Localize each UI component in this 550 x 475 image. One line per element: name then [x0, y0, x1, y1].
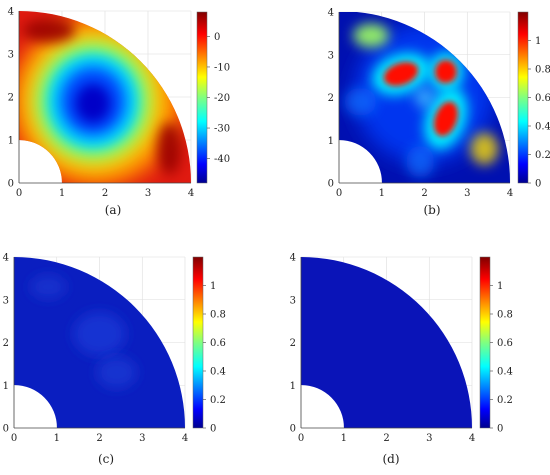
- colorbar-tick-label: 0.2: [210, 395, 226, 406]
- x-tick-label: 1: [379, 188, 385, 199]
- colorbar-tick-label: -30: [214, 124, 230, 135]
- colorbar-tick-label: 1: [497, 281, 503, 292]
- panel-caption: (a): [105, 203, 122, 217]
- y-tick-label: 1: [8, 136, 14, 147]
- colorbar-tick-label: -10: [214, 62, 230, 73]
- y-tick-label: 1: [290, 381, 296, 392]
- field-base: [301, 257, 472, 428]
- field-blob: [414, 87, 435, 108]
- colorbar-gradient: [479, 256, 491, 429]
- field-blob: [157, 122, 182, 175]
- field-blob: [383, 61, 419, 87]
- y-tick-label: 2: [8, 93, 14, 104]
- y-tick-label: 0: [8, 179, 14, 190]
- panel-caption: (b): [423, 203, 440, 217]
- x-tick-label: 2: [383, 433, 389, 444]
- colorbar-tick-label: 0.6: [497, 338, 513, 349]
- colorbar-tick-label: 0.6: [535, 93, 550, 104]
- field-blob: [96, 356, 137, 389]
- y-tick-label: 0: [328, 179, 334, 190]
- colorbar-tick-label: 0.2: [535, 150, 550, 161]
- colorbar: 1 0.8 0.6 0.4 0.2 0: [517, 11, 550, 190]
- colorbar-tick-label: 0: [214, 32, 220, 43]
- y-tick-label: 4: [328, 8, 334, 19]
- y-tick-label: 3: [3, 295, 9, 306]
- x-tick-label: 4: [469, 433, 475, 444]
- field-blob: [30, 274, 67, 299]
- colorbar-tick-label: -40: [214, 154, 230, 165]
- x-tick-label: 0: [16, 188, 22, 199]
- field-blob: [433, 101, 458, 137]
- y-tick-label: 1: [3, 381, 9, 392]
- y-tick-label: 2: [328, 93, 334, 104]
- panel-b: 0 1 2 3 4 1 2 3 4 0 1 0.8 0.6 0.4 0.2 0 (b): [328, 8, 550, 218]
- y-tick-label: 2: [3, 338, 9, 349]
- colorbar-tick-label: 0.6: [210, 338, 226, 349]
- y-tick-label: 1: [328, 136, 334, 147]
- colorbar-gradient: [517, 11, 529, 184]
- x-tick-label: 3: [139, 433, 145, 444]
- colorbar-tick-label: 0.4: [210, 367, 226, 378]
- field-blob: [406, 145, 435, 178]
- y-tick-label: 0: [3, 424, 9, 435]
- y-tick-label: 4: [290, 253, 296, 264]
- colorbar-tick-label: 0.4: [535, 122, 550, 133]
- x-tick-label: 4: [182, 433, 188, 444]
- colorbar-tick-label: 0.8: [497, 310, 513, 321]
- x-tick-label: 0: [11, 433, 17, 444]
- panel-caption: (d): [382, 452, 399, 466]
- field-blob: [353, 23, 390, 48]
- field-blob: [470, 132, 499, 165]
- x-tick-label: 1: [54, 433, 60, 444]
- field-blob: [74, 83, 111, 124]
- x-tick-label: 3: [464, 188, 470, 199]
- panel-caption: (c): [98, 452, 114, 466]
- y-tick-label: 2: [290, 338, 296, 349]
- colormap-field: [301, 257, 472, 428]
- y-tick-label: 3: [290, 295, 296, 306]
- x-tick-label: 2: [421, 188, 427, 199]
- field-blob: [344, 87, 377, 116]
- colorbar: 0 -10 -20 -30 -40: [196, 11, 230, 184]
- panel-d: 0 1 2 3 4 1 2 3 4 0 1 0.8 0.6 0.4 0.2 0 (d): [290, 253, 513, 467]
- colorbar: 1 0.8 0.6 0.4 0.2 0: [479, 256, 513, 435]
- field-blob: [73, 311, 126, 356]
- colorbar-tick-label: 0: [497, 424, 503, 435]
- colorbar-tick-label: 0.8: [210, 310, 226, 321]
- x-tick-label: 4: [507, 188, 513, 199]
- field-blob: [23, 18, 76, 43]
- colorbar-gradient: [192, 256, 204, 429]
- x-tick-label: 2: [96, 433, 102, 444]
- y-tick-label: 0: [290, 424, 296, 435]
- y-tick-label: 3: [328, 50, 334, 61]
- colormap-field: [19, 11, 191, 183]
- colorbar-tick-label: 0.8: [535, 65, 550, 76]
- x-tick-label: 1: [59, 188, 65, 199]
- colormap-field: [339, 12, 510, 183]
- colormap-field: [14, 257, 185, 428]
- colorbar-gradient: [196, 11, 208, 184]
- y-tick-label: 4: [3, 253, 9, 264]
- y-tick-label: 3: [8, 50, 14, 61]
- x-tick-label: 3: [426, 433, 432, 444]
- field-blob: [434, 59, 457, 84]
- x-tick-label: 0: [298, 433, 304, 444]
- colorbar: 1 0.8 0.6 0.4 0.2 0: [192, 256, 226, 435]
- colorbar-tick-label: 1: [535, 36, 541, 47]
- colorbar-tick-label: 0.2: [497, 395, 513, 406]
- x-tick-label: 1: [341, 433, 347, 444]
- x-tick-label: 4: [188, 188, 194, 199]
- panel-c: 0 1 2 3 4 1 2 3 4 0 1 0.8 0.6 0.4 0.2 0 (c): [3, 253, 226, 467]
- colorbar-tick-label: 1: [210, 281, 216, 292]
- x-tick-label: 0: [336, 188, 342, 199]
- colorbar-tick-label: 0: [210, 424, 216, 435]
- x-tick-label: 3: [145, 188, 151, 199]
- x-tick-label: 2: [102, 188, 108, 199]
- colorbar-tick-label: -20: [214, 93, 230, 104]
- y-tick-label: 4: [8, 7, 14, 18]
- colorbar-tick-label: 0.4: [497, 367, 513, 378]
- colorbar-tick-label: 0: [535, 179, 541, 190]
